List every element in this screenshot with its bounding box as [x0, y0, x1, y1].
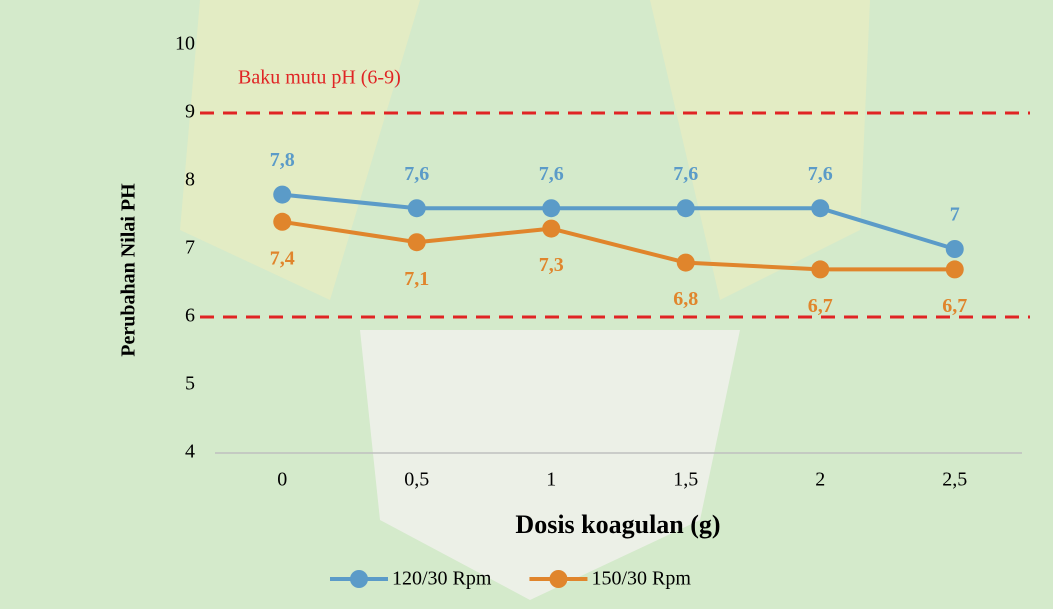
data-point: [676, 199, 695, 218]
y-axis-title: Perubahan Nilai PH: [118, 183, 140, 357]
annotation: Baku mutu pH (6-9): [238, 67, 401, 89]
data-label: 7,8: [270, 149, 295, 171]
data-point: [811, 199, 830, 218]
x-tick-label: 2: [815, 469, 825, 491]
data-point: [273, 185, 292, 204]
y-tick-label: 4: [185, 441, 195, 463]
data-label: 6,7: [808, 295, 833, 317]
x-tick-label: 2,5: [942, 469, 967, 491]
series-line: [281, 219, 955, 272]
y-tick-label: 8: [185, 169, 195, 191]
y-tick-label: 5: [185, 373, 195, 395]
x-tick-label: 0,5: [404, 469, 429, 491]
data-point: [811, 260, 830, 279]
x-tick-label: 0: [277, 469, 287, 491]
data-label: 7,3: [539, 254, 564, 276]
data-label: 7,6: [539, 163, 564, 185]
y-tick-label: 9: [185, 101, 195, 123]
x-tick-label: 1: [546, 469, 556, 491]
data-label: 7,1: [404, 268, 429, 290]
series-line: [282, 192, 956, 251]
data-label: 6,7: [942, 295, 967, 317]
data-label: 7,6: [404, 163, 429, 185]
data-point: [542, 219, 561, 238]
watermark-shape: [180, 0, 420, 300]
data-label: 6,8: [673, 288, 698, 310]
legend-label: 120/30 Rpm: [392, 568, 492, 590]
watermark-shield: [360, 330, 740, 600]
legend-marker: [350, 570, 368, 588]
data-label: 7,6: [673, 163, 698, 185]
data-point: [676, 253, 695, 272]
data-point: [945, 260, 964, 279]
data-label: 7,6: [808, 163, 833, 185]
x-tick-label: 1,5: [673, 469, 698, 491]
data-point: [407, 233, 426, 252]
data-point: [542, 199, 561, 218]
legend-label: 150/30 Rpm: [591, 568, 691, 590]
x-axis-title: Dosis koagulan (g): [515, 510, 720, 539]
data-label: 7: [950, 204, 960, 226]
data-label: 7,4: [270, 247, 295, 269]
data-point: [945, 240, 964, 258]
data-point: [407, 199, 426, 218]
data-point: [273, 212, 292, 231]
y-tick-label: 10: [175, 33, 195, 55]
watermark-shape: [650, 0, 870, 300]
legend-marker: [549, 570, 568, 588]
y-tick-label: 6: [185, 305, 195, 327]
y-tick-label: 7: [185, 237, 195, 259]
